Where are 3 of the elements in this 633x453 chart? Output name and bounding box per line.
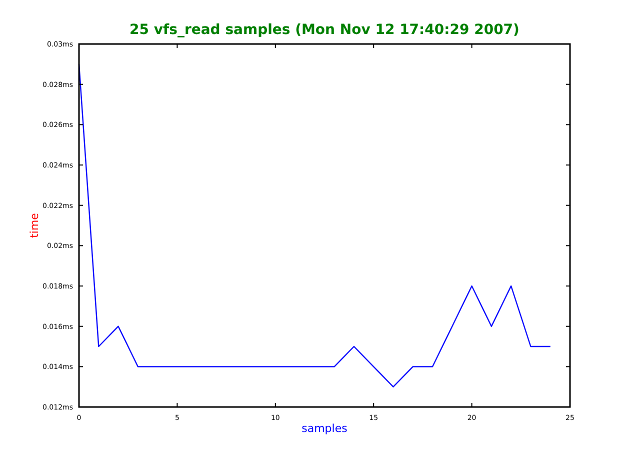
y-axis-title: time [28, 212, 41, 238]
x-axis-title: samples [302, 422, 348, 435]
chart-title: 25 vfs_read samples (Mon Nov 12 17:40:29 2007) [130, 22, 520, 38]
